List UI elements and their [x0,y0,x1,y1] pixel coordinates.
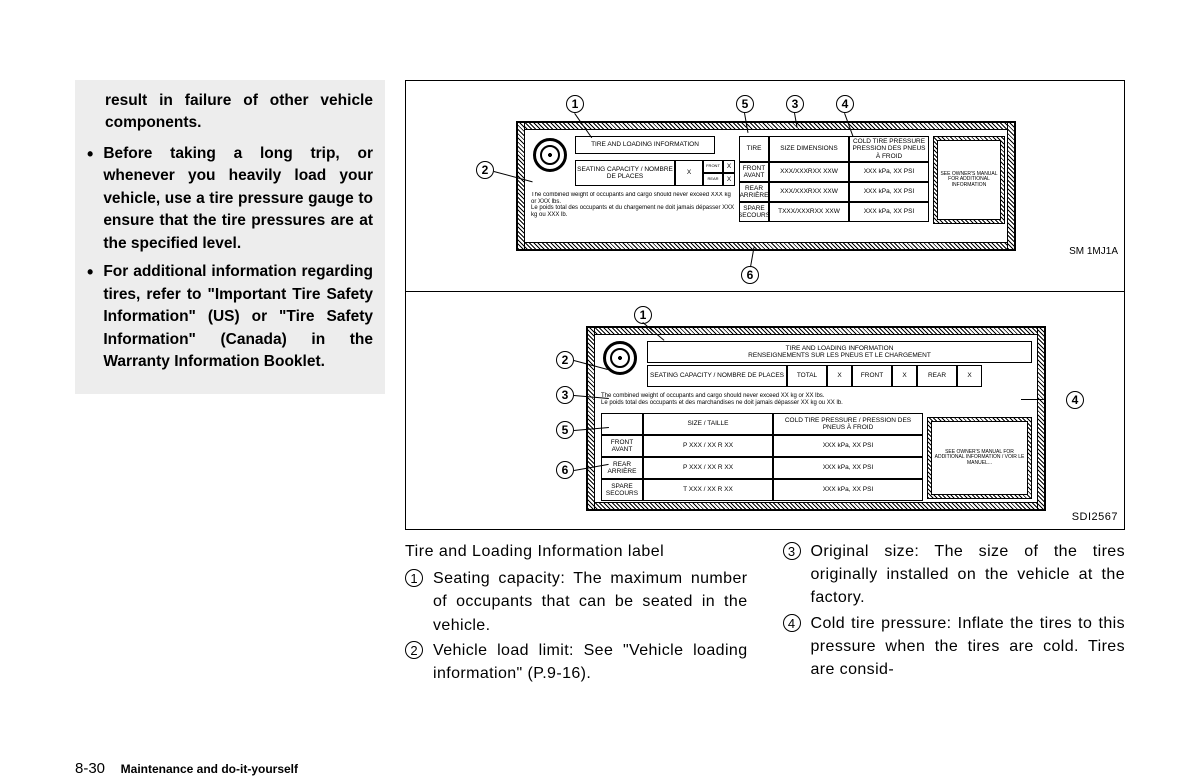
callout-2: 2 [476,161,494,179]
callout-4: 4 [836,95,854,113]
callout-bullet-list: Before taking a long trip, or whenever y… [87,143,373,374]
body-text-area: Tire and Loading Information label 1 Sea… [405,540,1125,687]
figure-divider [406,291,1124,292]
left-column: result in failure of other vehicle compo… [75,80,385,394]
section-title: Maintenance and do-it-yourself [121,762,298,776]
callout-4b: 4 [1066,391,1084,409]
item-number: 2 [405,641,423,659]
page-number: 8-30 [75,760,105,777]
callout-1: 1 [566,95,584,113]
tire-icon [603,341,637,375]
callout-5: 5 [736,95,754,113]
warning-callout-box: result in failure of other vehicle compo… [75,80,385,394]
numbered-item: 4 Cold tire pressure: Inflate the tires … [783,612,1126,682]
item-text: Vehicle load limit: See "Vehicle loading… [433,639,748,685]
tire-label-bottom: TIRE AND LOADING INFORMATIONRENSEIGNEMEN… [586,326,1046,511]
body-column-right: 3 Original size: The size of the tires o… [783,540,1126,687]
page-content: result in failure of other vehicle compo… [75,80,1125,700]
figure-code-bottom: SDI2567 [1072,511,1118,523]
numbered-item: 1 Seating capacity: The maximum number o… [405,567,748,637]
callout-bullet: For additional information regarding tir… [87,261,373,373]
tire-label-top: TIRE AND LOADING INFORMATION SEATING CAP… [516,121,1016,251]
callout-6b: 6 [556,461,574,479]
callout-3: 3 [786,95,804,113]
callout-3b: 3 [556,386,574,404]
callout-5b: 5 [556,421,574,439]
body-column-left: Tire and Loading Information label 1 Sea… [405,540,748,687]
page-footer: 8-30 Maintenance and do-it-yourself [75,760,298,777]
callout-continuation: result in failure of other vehicle compo… [87,90,373,135]
item-text: Cold tire pressure: Inflate the tires to… [811,612,1126,682]
callout-6: 6 [741,266,759,284]
figure-code-top: SM 1MJ1A [1069,246,1118,257]
item-text: Original size: The size of the tires ori… [811,540,1126,610]
numbered-item: 3 Original size: The size of the tires o… [783,540,1126,610]
tire-icon [533,138,567,172]
label-heading: Tire and Loading Information label [405,540,748,563]
numbered-item: 2 Vehicle load limit: See "Vehicle loadi… [405,639,748,685]
callout-2b: 2 [556,351,574,369]
figure-frame: SM 1MJ1A SDI2567 TIRE AND LOADING INFORM… [405,80,1125,530]
callout-bullet: Before taking a long trip, or whenever y… [87,143,373,255]
item-text: Seating capacity: The maximum number of … [433,567,748,637]
item-number: 1 [405,569,423,587]
item-number: 3 [783,542,801,560]
item-number: 4 [783,614,801,632]
